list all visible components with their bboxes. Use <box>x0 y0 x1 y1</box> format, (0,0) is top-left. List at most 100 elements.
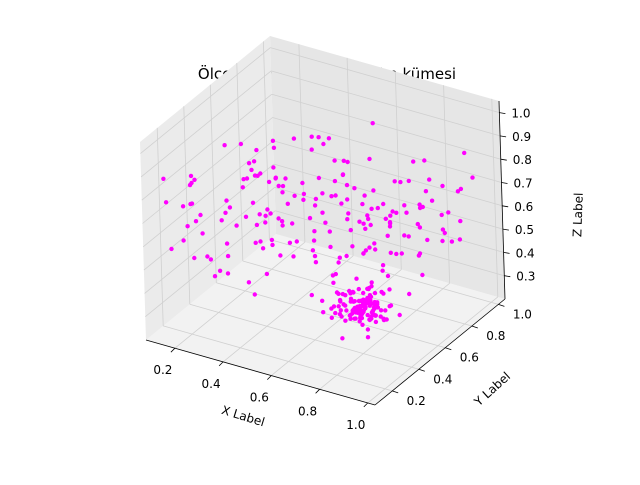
data-point <box>212 274 218 279</box>
data-point <box>440 183 445 189</box>
data-point <box>208 257 214 262</box>
data-point <box>340 336 345 341</box>
data-point <box>331 280 336 285</box>
data-point <box>276 183 281 189</box>
data-point <box>417 202 422 207</box>
data-point <box>320 210 325 215</box>
data-point <box>457 237 463 242</box>
data-point <box>271 165 276 170</box>
y-tick-label: 0.6 <box>460 351 479 365</box>
z-tick <box>502 228 509 231</box>
grid-line-z <box>275 210 505 277</box>
data-point <box>458 218 463 224</box>
z-tick-label: 0.8 <box>513 153 532 167</box>
data-point <box>225 271 231 276</box>
grid-line-x <box>319 282 450 390</box>
data-point <box>369 310 375 315</box>
x-tick-label: 0.6 <box>250 391 269 405</box>
data-point <box>368 294 374 299</box>
grid-line-x <box>367 296 499 404</box>
data-point <box>394 251 399 257</box>
data-point <box>345 217 350 222</box>
data-point <box>224 198 229 203</box>
data-point <box>387 221 393 226</box>
grid-line-x <box>222 255 354 363</box>
data-point <box>384 317 389 322</box>
data-point <box>260 246 266 251</box>
grid-line-z <box>141 93 273 201</box>
x-axis-line <box>145 339 376 406</box>
left-wall-pane <box>140 36 276 340</box>
data-point <box>188 201 193 207</box>
data-point <box>440 227 446 232</box>
data-point <box>360 322 365 327</box>
data-point <box>198 212 203 218</box>
y-tick-label: 0.8 <box>486 329 505 343</box>
grid-line-y <box>263 41 270 240</box>
data-point <box>420 204 425 210</box>
data-point <box>366 285 372 291</box>
data-point <box>244 176 250 181</box>
z-tick <box>499 112 506 114</box>
z-tick <box>500 158 507 161</box>
data-point <box>326 136 332 141</box>
data-point <box>366 216 371 222</box>
data-point <box>301 197 306 202</box>
data-point <box>345 197 350 202</box>
grid-line-x <box>394 71 402 270</box>
data-point <box>249 167 254 173</box>
data-point <box>404 210 409 215</box>
grid-line-y <box>209 84 217 283</box>
data-point <box>416 253 422 258</box>
data-point <box>353 316 358 321</box>
data-point <box>270 138 276 143</box>
z-axis-line <box>498 100 506 300</box>
data-point <box>338 308 343 313</box>
data-point <box>200 231 205 236</box>
grid-line-y <box>189 303 419 370</box>
data-point <box>378 314 383 319</box>
data-point <box>169 246 174 252</box>
data-point <box>254 222 260 228</box>
z-tick-label: 0.4 <box>516 246 535 260</box>
data-point <box>392 179 397 184</box>
data-point <box>352 186 357 191</box>
data-point <box>336 304 341 309</box>
data-point <box>420 272 425 278</box>
data-point <box>361 297 366 302</box>
data-point <box>341 158 346 163</box>
z-tick <box>503 252 510 254</box>
data-point <box>346 211 351 216</box>
data-point <box>333 310 338 316</box>
data-point <box>357 303 363 309</box>
data-point <box>279 219 285 224</box>
data-point <box>427 177 432 182</box>
data-point <box>351 299 356 304</box>
grid-line-z <box>271 93 501 160</box>
grid-line-z <box>140 47 271 154</box>
z-tick-label: 0.6 <box>514 200 533 214</box>
data-point <box>336 260 341 265</box>
y-tick-label: 0.2 <box>407 394 426 408</box>
grid-line-x <box>346 57 354 256</box>
data-point <box>351 307 356 312</box>
data-point <box>398 179 403 185</box>
data-point <box>223 210 228 215</box>
grid-line-y <box>163 325 393 392</box>
y-tick-label: 1.0 <box>513 307 532 321</box>
data-point <box>280 190 285 195</box>
data-point <box>251 159 257 164</box>
data-point <box>375 305 381 310</box>
data-point <box>406 234 411 239</box>
z-tick <box>501 182 508 184</box>
data-point <box>388 303 394 308</box>
axis-edges <box>145 100 506 406</box>
grid-line-x <box>443 85 450 284</box>
data-point <box>338 299 343 304</box>
data-point <box>383 308 388 313</box>
data-point <box>253 240 258 245</box>
data-point <box>360 309 366 314</box>
data-point <box>271 145 277 150</box>
data-point <box>362 193 367 198</box>
z-tick <box>504 275 511 278</box>
